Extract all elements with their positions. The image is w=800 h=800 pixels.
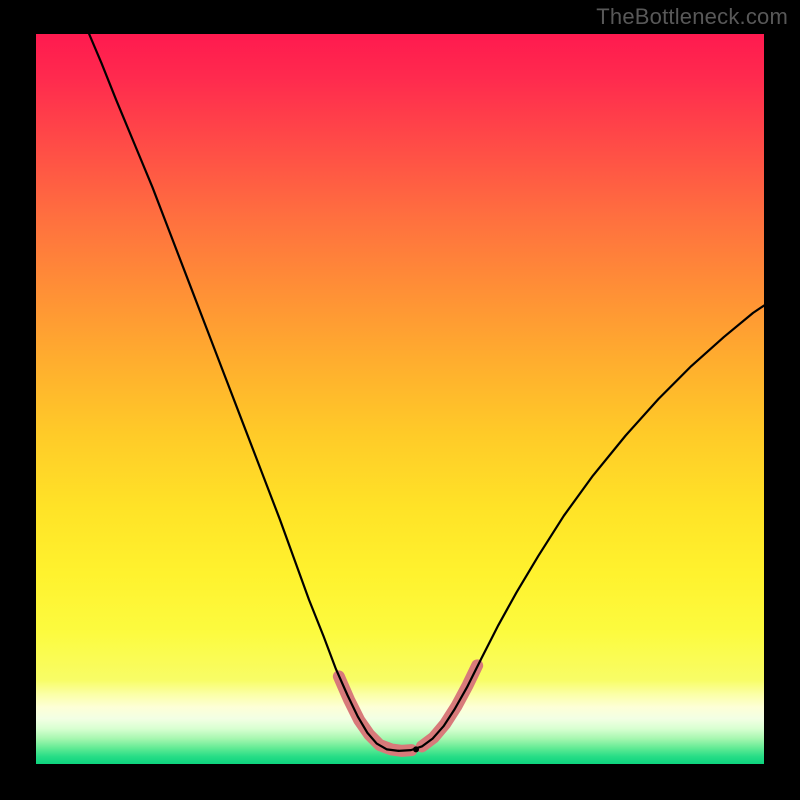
- min-point-marker: [413, 746, 419, 752]
- chart-canvas: TheBottleneck.com: [0, 0, 800, 800]
- bottleneck-curve-chart: [0, 0, 800, 800]
- plot-background: [36, 34, 764, 764]
